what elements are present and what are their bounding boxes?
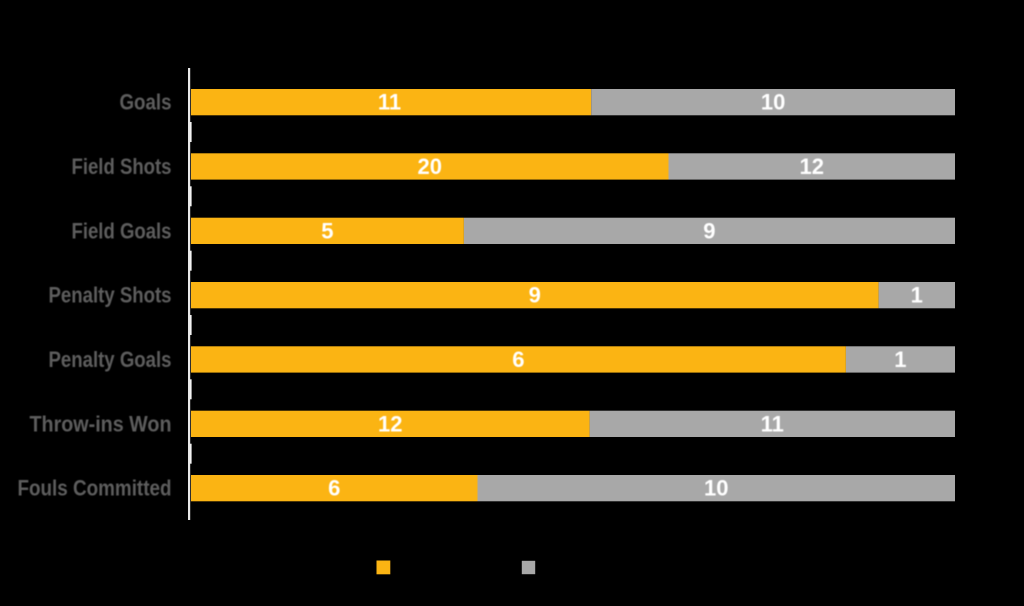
svg-text:9: 9	[529, 283, 541, 308]
svg-text:6: 6	[328, 476, 340, 501]
svg-text:12: 12	[378, 411, 402, 436]
svg-text:10: 10	[761, 90, 785, 115]
svg-text:11: 11	[378, 90, 401, 115]
svg-text:1: 1	[911, 283, 923, 308]
svg-text:Penalty Goals: Penalty Goals	[49, 347, 172, 372]
svg-text:Field Goals: Field Goals	[72, 218, 172, 243]
svg-text:20: 20	[418, 154, 442, 179]
svg-text:6: 6	[512, 347, 524, 372]
svg-text:5: 5	[321, 218, 333, 243]
svg-text:Throw-ins Won: Throw-ins Won	[30, 411, 172, 436]
svg-text:Goals: Goals	[120, 90, 172, 115]
svg-text:1: 1	[894, 347, 906, 372]
svg-text:12: 12	[800, 154, 824, 179]
svg-text:11: 11	[761, 411, 784, 436]
svg-text:Field Shots: Field Shots	[72, 154, 172, 179]
svg-text:10: 10	[704, 476, 728, 501]
svg-text:Fouls Committed: Fouls Committed	[18, 476, 172, 501]
svg-text:9: 9	[703, 218, 715, 243]
svg-text:Penalty Shots: Penalty Shots	[49, 283, 172, 308]
